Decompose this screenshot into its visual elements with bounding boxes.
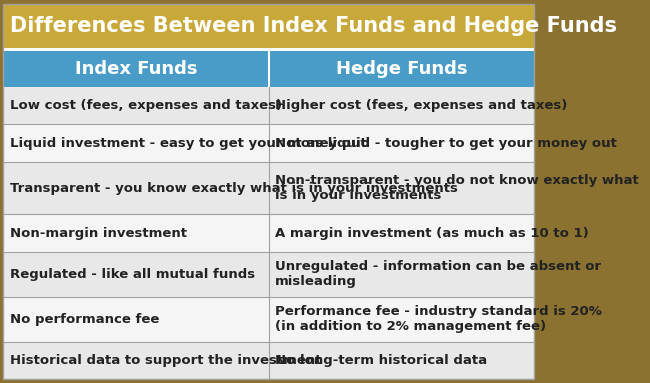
Text: Historical data to support the investment: Historical data to support the investmen… [10, 354, 321, 367]
FancyBboxPatch shape [3, 214, 534, 252]
FancyBboxPatch shape [3, 252, 534, 297]
FancyBboxPatch shape [3, 51, 534, 87]
Text: Non-margin investment: Non-margin investment [10, 226, 187, 239]
Text: Low cost (fees, expenses and taxes): Low cost (fees, expenses and taxes) [10, 99, 282, 112]
Text: No long-term historical data: No long-term historical data [276, 354, 488, 367]
Text: Index Funds: Index Funds [75, 60, 197, 78]
Text: Unregulated - information can be absent or misleading: Unregulated - information can be absent … [276, 260, 601, 288]
FancyBboxPatch shape [3, 342, 534, 379]
FancyBboxPatch shape [3, 4, 534, 48]
Text: Transparent - you know exactly what is in your investments: Transparent - you know exactly what is i… [10, 182, 458, 195]
FancyBboxPatch shape [3, 48, 534, 51]
Text: Liquid investment - easy to get your money out: Liquid investment - easy to get your mon… [10, 137, 367, 150]
Text: Performance fee - industry standard is 20%
(in addition to 2% management fee): Performance fee - industry standard is 2… [276, 305, 602, 333]
Text: Not as liquid - tougher to get your money out: Not as liquid - tougher to get your mone… [276, 137, 618, 150]
Text: Hedge Funds: Hedge Funds [335, 60, 467, 78]
Text: Non-transparent - you do not know exactly what is in your investments: Non-transparent - you do not know exactl… [276, 174, 639, 202]
FancyBboxPatch shape [3, 87, 534, 124]
Text: Differences Between Index Funds and Hedge Funds: Differences Between Index Funds and Hedg… [10, 16, 617, 36]
Text: Regulated - like all mutual funds: Regulated - like all mutual funds [10, 268, 255, 281]
FancyBboxPatch shape [3, 124, 534, 162]
FancyBboxPatch shape [3, 162, 534, 214]
Text: No performance fee: No performance fee [10, 313, 159, 326]
FancyBboxPatch shape [3, 297, 534, 342]
Text: Higher cost (fees, expenses and taxes): Higher cost (fees, expenses and taxes) [276, 99, 567, 112]
Text: A margin investment (as much as 10 to 1): A margin investment (as much as 10 to 1) [276, 226, 589, 239]
